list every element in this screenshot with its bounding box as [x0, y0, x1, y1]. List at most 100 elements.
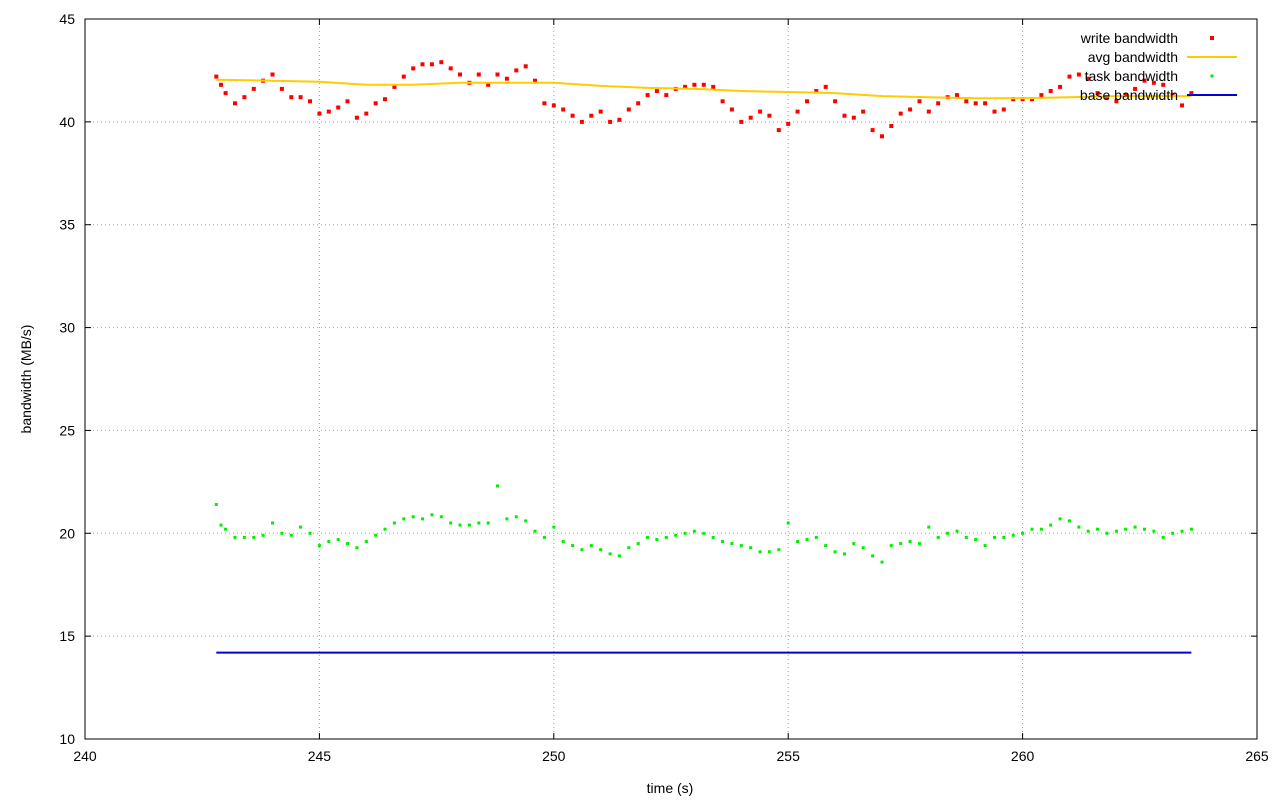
task-bandwidth-point [561, 540, 565, 543]
x-tick-label: 240 [73, 748, 97, 764]
write-bandwidth-point [429, 62, 434, 67]
task-bandwidth-point [467, 523, 471, 527]
task-bandwidth-point [702, 531, 706, 535]
task-bandwidth-point [1039, 527, 1043, 531]
task-bandwidth-point [1152, 529, 1156, 533]
task-bandwidth-point [627, 546, 631, 550]
write-bandwidth-point [1039, 93, 1044, 98]
task-bandwidth-point [655, 538, 659, 541]
task-bandwidth-point [514, 515, 518, 519]
task-bandwidth-point [636, 542, 640, 546]
write-bandwidth-point [636, 101, 641, 106]
write-bandwidth-point [495, 72, 500, 77]
task-bandwidth-point [749, 546, 753, 550]
task-bandwidth-point [833, 550, 837, 554]
task-bandwidth-point [777, 548, 781, 552]
task-bandwidth-point [252, 535, 256, 539]
write-bandwidth-point [701, 82, 706, 87]
write-bandwidth-point [1151, 80, 1156, 85]
task-bandwidth-point [1105, 531, 1109, 535]
task-bandwidth-point [402, 517, 406, 521]
task-bandwidth-point [327, 540, 331, 543]
task-bandwidth-point [1171, 531, 1175, 535]
write-bandwidth-point [955, 93, 959, 98]
write-bandwidth-point [448, 66, 453, 71]
task-bandwidth-point [664, 535, 668, 539]
write-bandwidth-point [1161, 82, 1166, 87]
task-bandwidth-point [730, 542, 734, 546]
write-bandwidth-point [1189, 91, 1194, 96]
write-bandwidth-point [805, 99, 809, 104]
write-bandwidth-point [439, 60, 444, 65]
write-bandwidth-point [289, 95, 294, 100]
write-bandwidth-point [1001, 107, 1006, 112]
write-bandwidth-point [298, 95, 303, 100]
task-bandwidth-point [843, 552, 846, 556]
write-bandwidth-point [589, 113, 594, 118]
write-bandwidth-point [251, 86, 256, 91]
write-bandwidth-point [608, 119, 613, 124]
write-bandwidth-point [889, 124, 894, 128]
task-bandwidth-point [542, 535, 546, 539]
x-tick-label: 245 [308, 748, 332, 764]
task-bandwidth-point [392, 521, 396, 525]
write-bandwidth-point [523, 64, 528, 69]
write-bandwidth-point [514, 68, 519, 73]
task-bandwidth-point [1068, 519, 1071, 523]
task-bandwidth-point [336, 538, 340, 541]
task-bandwidth-point [936, 535, 940, 539]
write-bandwidth-point [851, 115, 856, 120]
legend: write bandwidth avg bandwidth task bandwid… [1080, 30, 1237, 103]
task-bandwidth-point [955, 529, 959, 533]
write-bandwidth-point [786, 121, 791, 126]
legend-label: avg bandwidth [1088, 49, 1178, 65]
task-bandwidth-point [964, 535, 968, 539]
task-bandwidth-point [552, 525, 556, 529]
task-bandwidth-point [880, 560, 884, 564]
write-bandwidth-point [767, 113, 772, 118]
task-bandwidth-point [908, 540, 912, 543]
task-bandwidth-point [233, 535, 237, 539]
write-bandwidth-point [880, 134, 884, 139]
task-bandwidth-point [814, 535, 818, 539]
write-bandwidth-point [964, 99, 969, 104]
task-bandwidth-point [411, 515, 415, 519]
write-bandwidth-point [739, 119, 744, 124]
task-bandwidth-point [308, 531, 312, 535]
write-bandwidth-point [1086, 76, 1091, 81]
write-bandwidth-point [1058, 84, 1063, 89]
task-bandwidth-point [317, 544, 321, 548]
task-bandwidth-point [599, 548, 603, 552]
task-bandwidth-point [683, 531, 687, 535]
write-bandwidth-point [861, 109, 866, 114]
task-bandwidth-point [786, 521, 790, 525]
write-bandwidth-point [354, 115, 359, 120]
write-bandwidth-point [598, 109, 603, 114]
tick-layer: 240 245 250 255 260 265 10 15 20 25 30 35 40 45 [59, 11, 1268, 764]
write-bandwidth-point [729, 107, 734, 112]
task-bandwidth-point [1096, 527, 1100, 531]
task-bandwidth-point [1030, 527, 1034, 531]
write-bandwidth-point [833, 99, 838, 104]
x-tick-label: 260 [1011, 748, 1035, 764]
write-bandwidth-point [814, 89, 819, 93]
write-bandwidth-point [570, 113, 575, 118]
task-bandwidth-point [580, 548, 584, 552]
write-bandwidth-point [711, 84, 716, 89]
write-bandwidth-point [645, 93, 650, 98]
task-bandwidth-point [1002, 535, 1006, 539]
task-bandwidth-point [852, 542, 856, 546]
write-bandwidth-point [392, 84, 397, 89]
task-bandwidth-point [430, 513, 434, 517]
write-bandwidth-point [626, 107, 631, 112]
write-bandwidth-point [973, 101, 978, 106]
task-bandwidth-point [871, 554, 875, 558]
y-tick-label: 10 [59, 731, 75, 747]
task-bandwidth-point [299, 525, 303, 529]
write-bandwidth-point [458, 72, 462, 77]
write-bandwidth-point [898, 111, 903, 116]
write-bandwidth-point [1030, 97, 1034, 102]
task-bandwidth-point [796, 540, 800, 543]
write-bandwidth-point [242, 95, 247, 100]
y-tick-label: 30 [59, 320, 75, 336]
